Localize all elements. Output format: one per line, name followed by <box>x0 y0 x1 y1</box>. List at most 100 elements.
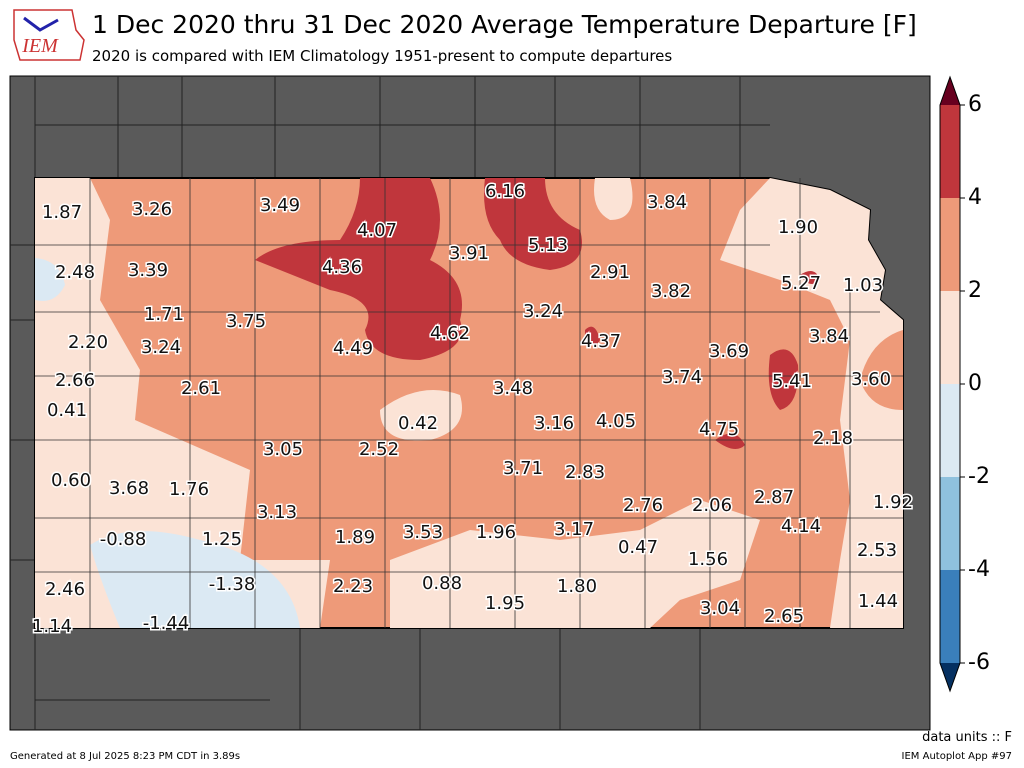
value-label: 0.88 <box>422 573 462 594</box>
logo: IEM <box>13 9 85 61</box>
value-label: 2.18 <box>813 428 853 449</box>
value-label: 3.05 <box>263 439 303 460</box>
value-label: 2.65 <box>764 606 804 627</box>
value-label: -1.38 <box>209 574 256 595</box>
region-warm <box>800 271 820 284</box>
value-label: 5.41 <box>772 371 812 392</box>
colorbar-extend-under <box>940 663 960 691</box>
value-label: 3.53 <box>403 522 443 543</box>
colorbar-tick-label: -6 <box>968 650 990 675</box>
value-label: 1.76 <box>169 479 209 500</box>
value-label: 1.25 <box>202 529 242 550</box>
region-light <box>720 178 903 628</box>
value-label: 4.07 <box>357 220 397 241</box>
value-label: 2.83 <box>565 462 605 483</box>
colorbar-tick-label: 2 <box>968 278 982 303</box>
colorbar-bin <box>940 477 960 570</box>
value-label: 6.16 <box>485 181 525 202</box>
value-label: 1.80 <box>557 576 597 597</box>
value-label: 1.44 <box>858 591 898 612</box>
value-label: 3.26 <box>132 199 172 220</box>
value-label: -1.44 <box>143 613 190 634</box>
value-label: 3.13 <box>257 502 297 523</box>
value-label: 3.16 <box>534 413 574 434</box>
generated-note: Generated at 8 Jul 2025 8:23 PM CDT in 3… <box>10 751 240 762</box>
units-note: data units :: F <box>922 730 1012 745</box>
region-cool <box>35 258 65 301</box>
colorbar-tick-label: -4 <box>968 557 990 582</box>
value-label: 2.91 <box>590 262 630 283</box>
value-label: 2.06 <box>692 495 732 516</box>
value-label: 1.71 <box>144 304 184 325</box>
region-cool <box>90 531 300 628</box>
colorbar-extend-over <box>940 77 960 105</box>
value-label: 2.48 <box>55 262 95 283</box>
value-label: 1.90 <box>778 217 818 238</box>
value-label: 0.60 <box>51 470 91 491</box>
value-label: 1.03 <box>843 275 883 296</box>
colorbar-tick-label: -2 <box>968 464 990 489</box>
value-label: 3.68 <box>109 478 149 499</box>
region-light <box>35 178 330 628</box>
value-label: 0.47 <box>618 537 658 558</box>
value-label: 3.84 <box>809 326 849 347</box>
colorbar-bin <box>940 105 960 198</box>
value-label: 0.41 <box>47 400 87 421</box>
title: 1 Dec 2020 thru 31 Dec 2020 Average Temp… <box>92 10 917 39</box>
colorbar-tick-label: 4 <box>968 185 982 210</box>
value-label: 2.20 <box>68 332 108 353</box>
region-warm <box>585 326 600 345</box>
value-label: 1.92 <box>873 492 913 513</box>
colorbar: 6 4 2 0 -2 -4 -6 <box>939 75 990 693</box>
value-label: 3.71 <box>503 458 543 479</box>
region-warm <box>715 433 745 449</box>
value-label: -0.88 <box>100 529 147 550</box>
colorbar-bin <box>940 291 960 384</box>
value-label: 2.87 <box>754 487 794 508</box>
colorbar-tick-label: 6 <box>968 92 982 117</box>
value-label: 3.24 <box>523 301 563 322</box>
value-label: 2.46 <box>45 579 85 600</box>
value-label: 2.23 <box>333 576 373 597</box>
value-label: 3.24 <box>141 337 181 358</box>
colorbar-bin <box>940 384 960 477</box>
value-label: 2.76 <box>623 495 663 516</box>
value-label: 1.87 <box>42 202 82 223</box>
subtitle: 2020 is compared with IEM Climatology 19… <box>92 47 672 65</box>
region-warm <box>484 178 582 270</box>
value-label: 1.89 <box>335 527 375 548</box>
value-label: 3.39 <box>128 260 168 281</box>
value-label: 4.62 <box>430 323 470 344</box>
value-label: 3.82 <box>651 281 691 302</box>
region-light <box>380 390 462 441</box>
value-label: 3.84 <box>647 192 687 213</box>
value-label: 3.75 <box>226 311 266 332</box>
value-label: 3.60 <box>851 369 891 390</box>
map: 1.87 3.26 3.49 4.07 6.16 3.84 1.90 2.48 3.39 4.36… <box>9 75 931 731</box>
value-label: 3.74 <box>662 367 702 388</box>
value-label: 4.36 <box>322 257 362 278</box>
region-mid <box>860 330 903 410</box>
value-label: 4.75 <box>699 419 739 440</box>
value-label: 3.04 <box>700 598 740 619</box>
value-label: 1.56 <box>688 549 728 570</box>
colorbar-bin <box>940 570 960 663</box>
colorbar-tick-label: 0 <box>968 371 982 396</box>
value-label: 3.69 <box>709 341 749 362</box>
value-label: 5.13 <box>528 235 568 256</box>
value-label: 2.52 <box>359 439 399 460</box>
value-label: 3.91 <box>449 243 489 264</box>
value-label: 3.49 <box>260 195 300 216</box>
value-label: 5.27 <box>781 273 821 294</box>
value-label: 3.48 <box>493 378 533 399</box>
value-label: 2.53 <box>857 540 897 561</box>
value-label: 0.42 <box>398 413 438 434</box>
logo-text: IEM <box>21 35 59 57</box>
value-label: 1.96 <box>476 522 516 543</box>
value-label: 4.14 <box>781 516 821 537</box>
region-warm <box>768 349 799 410</box>
value-label: 4.05 <box>596 411 636 432</box>
value-label: 4.37 <box>581 331 621 352</box>
value-label: 1.95 <box>485 593 525 614</box>
